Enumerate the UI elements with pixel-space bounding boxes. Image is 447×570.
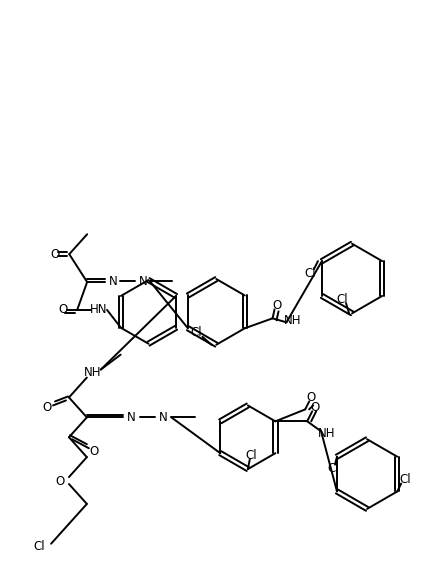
Text: HN: HN — [90, 303, 108, 316]
Text: NH: NH — [284, 314, 301, 327]
Text: Cl: Cl — [327, 462, 339, 475]
Text: NH: NH — [84, 366, 101, 379]
Text: Cl: Cl — [399, 473, 411, 486]
Text: Cl: Cl — [34, 540, 45, 553]
Text: O: O — [272, 299, 281, 312]
Text: O: O — [307, 391, 316, 404]
Text: O: O — [51, 247, 60, 260]
Text: O: O — [89, 445, 98, 458]
Text: O: O — [59, 303, 68, 316]
Text: N: N — [127, 411, 136, 424]
Text: N: N — [139, 275, 147, 287]
Text: Cl: Cl — [336, 293, 348, 306]
Text: O: O — [55, 475, 65, 487]
Text: O: O — [311, 401, 320, 414]
Text: NH: NH — [318, 427, 336, 440]
Text: N: N — [159, 411, 168, 424]
Text: O: O — [42, 401, 52, 414]
Text: N: N — [109, 275, 118, 287]
Text: Cl: Cl — [304, 267, 316, 279]
Text: Cl: Cl — [190, 326, 202, 339]
Text: Cl: Cl — [245, 449, 257, 462]
